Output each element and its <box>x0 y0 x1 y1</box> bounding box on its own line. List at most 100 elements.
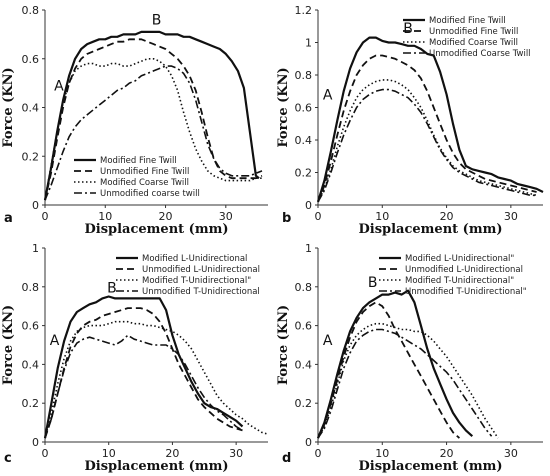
legend-label: Unmodified Fine Twill <box>429 27 518 37</box>
legend-label: Unmodified T-Unidirectional <box>142 287 260 297</box>
series-line-4 <box>317 88 537 203</box>
annotation-b: B <box>152 13 162 29</box>
y-tick-label: 0 <box>305 199 312 212</box>
y-tick-label: 1.2 <box>295 4 313 17</box>
x-axis-title: Displacement (mm) <box>85 459 229 474</box>
legend-label: Modified L-Unidirectional <box>142 254 247 264</box>
y-tick-label: 0.4 <box>295 134 313 147</box>
legend-label: Modified Fine Twill <box>429 16 506 26</box>
series-line-4 <box>44 334 243 439</box>
series-line-1 <box>316 289 474 439</box>
series-line-4 <box>44 65 263 201</box>
series-line-3 <box>317 322 499 439</box>
panel-letter: c <box>4 451 12 466</box>
x-tick-label: 0 <box>315 210 322 223</box>
legend-label: Unmodified coarse twill <box>100 189 200 199</box>
x-tick-label: 10 <box>375 210 389 223</box>
y-tick-label: 0.2 <box>22 150 40 163</box>
legend-label: Unmodified T-Unidirectional" <box>405 287 527 297</box>
y-tick-label: 1 <box>305 242 312 255</box>
series-line-2 <box>44 307 243 439</box>
annotation-b: B <box>403 21 413 37</box>
annotation-a: A <box>50 333 60 349</box>
x-tick-label: 10 <box>102 447 116 460</box>
x-tick-label: 20 <box>159 210 173 223</box>
y-tick-label: 0.8 <box>295 281 313 294</box>
y-tick-label: 0.2 <box>22 397 40 410</box>
legend: Modified L-Unidirectional"Unmodified L-U… <box>379 254 527 297</box>
y-tick-label: 0.4 <box>295 358 313 371</box>
y-tick-label: 0.6 <box>22 320 40 333</box>
panel-letter: a <box>4 211 13 226</box>
y-axis-title: Force (KN) <box>1 67 16 147</box>
x-axis-title: Displacement (mm) <box>359 459 503 474</box>
series-line-1 <box>316 36 544 203</box>
x-axis-title: Displacement (mm) <box>85 222 229 237</box>
series-line-3 <box>44 57 262 201</box>
x-tick-label: 30 <box>229 447 243 460</box>
y-tick-label: 0.6 <box>295 102 313 115</box>
legend-label: Modified Fine Twill <box>100 156 177 166</box>
legend-label: Modified T-Unidirectional" <box>142 276 251 286</box>
legend-label: Modified Coarse Twill <box>429 38 518 48</box>
x-tick-label: 20 <box>165 447 179 460</box>
y-tick-label: 1 <box>305 37 312 50</box>
legend-label: Unmodified L-Unidirectional <box>405 265 523 275</box>
y-tick-label: 0 <box>32 436 39 449</box>
y-tick-label: 0.2 <box>295 397 313 410</box>
series-line-1 <box>43 30 260 201</box>
y-tick-label: 0.6 <box>22 53 40 66</box>
annotation-b: B <box>107 281 117 297</box>
panel-letter: b <box>282 211 291 226</box>
x-tick-label: 20 <box>440 447 454 460</box>
y-tick-label: 0 <box>32 199 39 212</box>
x-tick-label: 30 <box>504 210 518 223</box>
series-line-2 <box>317 54 537 203</box>
x-tick-label: 10 <box>98 210 112 223</box>
legend-label: Unmodified L-Unidirectional <box>142 265 260 275</box>
x-tick-label: 30 <box>219 210 233 223</box>
panel-letter: d <box>282 451 291 466</box>
annotation-a: A <box>323 87 333 103</box>
y-axis-title: Force (KN) <box>1 305 16 385</box>
x-tick-label: 30 <box>504 447 518 460</box>
legend-label: Unmodified Coarse Twill <box>429 49 531 59</box>
x-tick-label: 0 <box>315 447 322 460</box>
legend-label: Modified L-Unidirectional" <box>405 254 514 264</box>
y-tick-label: 1 <box>32 242 39 255</box>
annotation-b: B <box>368 275 378 291</box>
legend-label: Modified T-Unidirectional" <box>405 276 514 286</box>
y-tick-label: 0.4 <box>22 358 40 371</box>
y-tick-label: 0.6 <box>295 320 313 333</box>
y-tick-label: 0.2 <box>295 167 313 180</box>
x-tick-label: 10 <box>375 447 389 460</box>
series-line-2 <box>317 301 461 439</box>
legend-label: Unmodified Fine Twill <box>100 167 189 177</box>
x-tick-label: 0 <box>42 210 49 223</box>
annotation-a: A <box>54 78 64 94</box>
y-tick-label: 0.4 <box>22 102 40 115</box>
series-line-3 <box>317 79 537 203</box>
series-line-4 <box>317 328 493 439</box>
annotation-a: A <box>323 333 333 349</box>
series-line-1 <box>43 295 244 439</box>
y-tick-label: 0.8 <box>295 69 313 82</box>
y-tick-label: 0 <box>305 436 312 449</box>
x-tick-label: 20 <box>440 210 454 223</box>
x-axis-title: Displacement (mm) <box>359 222 503 237</box>
series-line-2 <box>44 38 263 201</box>
x-tick-label: 0 <box>42 447 49 460</box>
y-tick-label: 0.8 <box>22 4 40 17</box>
y-tick-label: 0.8 <box>22 281 40 294</box>
y-axis-title: Force (KN) <box>276 67 291 147</box>
y-axis-title: Force (KN) <box>276 305 291 385</box>
legend-label: Modified Coarse Twill <box>100 178 189 188</box>
